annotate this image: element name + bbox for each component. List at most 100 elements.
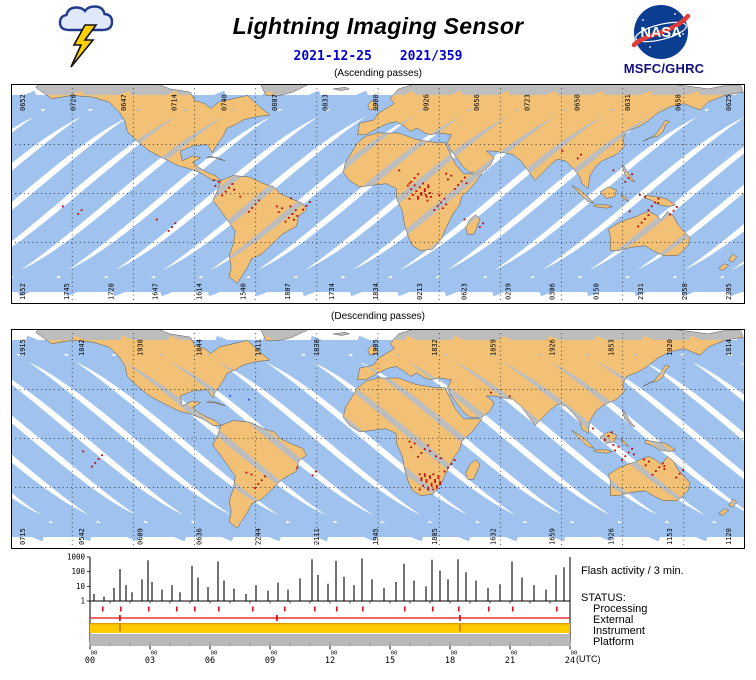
svg-text:21: 21 xyxy=(505,656,515,666)
utc-unit-label: (UTC) xyxy=(576,654,601,664)
svg-text:0833: 0833 xyxy=(322,94,330,111)
ascending-passes-map: 0652 0720 0647 0714 0740 0807 0833 0900 0926 0656… xyxy=(0,75,756,304)
svg-text:1838: 1838 xyxy=(313,339,321,356)
status-label-external: External xyxy=(593,614,634,626)
lightning-flash-dots xyxy=(82,391,684,491)
org-label: MSFC/GHRC xyxy=(623,61,705,76)
svg-text:1905: 1905 xyxy=(372,339,380,356)
x-axis-labels: 00 03 06 09 12 15 18 21 24 xyxy=(85,656,575,666)
svg-text:0542: 0542 xyxy=(78,528,86,545)
orbit-time-labels: 1915 1842 1938 1844 1911 1838 1905 1832 1859 1926… xyxy=(19,339,733,545)
date-line: 2021-12-25 2021/359 xyxy=(0,49,756,64)
svg-text:0631: 0631 xyxy=(624,94,632,111)
svg-text:12: 12 xyxy=(325,656,335,666)
svg-text:0656: 0656 xyxy=(473,94,481,111)
external-line xyxy=(90,615,570,621)
svg-text:00: 00 xyxy=(511,651,518,657)
svg-text:1: 1 xyxy=(80,597,85,606)
day-of-year: 2021/359 xyxy=(399,49,463,64)
page-title: Lightning Imaging Sensor xyxy=(232,13,524,39)
svg-text:0926: 0926 xyxy=(422,94,430,111)
svg-text:00: 00 xyxy=(271,651,278,657)
svg-text:1926: 1926 xyxy=(549,339,557,356)
svg-text:1647: 1647 xyxy=(151,283,159,300)
svg-text:0720: 0720 xyxy=(69,94,77,111)
svg-text:1832: 1832 xyxy=(431,339,439,356)
svg-text:0650: 0650 xyxy=(574,94,582,111)
svg-text:15: 15 xyxy=(385,656,395,666)
minor-tick-labels: 00 00 00 00 00 00 00 00 00 xyxy=(91,651,578,657)
svg-text:1000: 1000 xyxy=(67,553,86,562)
svg-text:0625: 0625 xyxy=(725,94,733,111)
map-border xyxy=(11,329,745,549)
svg-text:00: 00 xyxy=(451,651,458,657)
world-map-svg: 1915 1842 1938 1844 1911 1838 1905 1832 1859 1926… xyxy=(0,320,756,549)
svg-text:1920: 1920 xyxy=(666,339,674,356)
svg-text:00: 00 xyxy=(391,651,398,657)
svg-text:1632: 1632 xyxy=(490,528,498,545)
svg-text:00: 00 xyxy=(85,656,95,666)
svg-text:0609: 0609 xyxy=(137,528,145,545)
svg-text:24: 24 xyxy=(565,656,575,666)
svg-text:00: 00 xyxy=(211,651,218,657)
svg-text:1945: 1945 xyxy=(372,528,380,545)
svg-text:0213: 0213 xyxy=(416,283,424,300)
svg-text:00: 00 xyxy=(151,651,158,657)
svg-text:0723: 0723 xyxy=(523,94,531,111)
svg-text:1844: 1844 xyxy=(196,339,204,356)
descending-caption: (Descending passes) xyxy=(331,311,425,322)
svg-text:1652: 1652 xyxy=(19,283,27,300)
svg-text:1734: 1734 xyxy=(328,283,336,300)
svg-text:0715: 0715 xyxy=(19,528,27,545)
descending-passes-map: 1915 1842 1938 1844 1911 1838 1905 1832 1859 1926… xyxy=(0,320,756,549)
platform-band xyxy=(89,634,571,646)
orbit-time-labels: 0652 0720 0647 0714 0740 0807 0833 0900 0926 0656… xyxy=(19,94,733,300)
svg-text:1805: 1805 xyxy=(431,528,439,545)
ascending-caption: (Ascending passes) xyxy=(334,68,422,79)
svg-text:1834: 1834 xyxy=(372,283,380,300)
flash-spikes xyxy=(93,558,565,601)
svg-text:0658: 0658 xyxy=(675,94,683,111)
svg-text:1938: 1938 xyxy=(137,339,145,356)
map-border xyxy=(11,84,745,304)
svg-text:1814: 1814 xyxy=(725,339,733,356)
svg-text:0306: 0306 xyxy=(549,283,557,300)
lightning-cloud-icon xyxy=(56,5,118,76)
svg-text:1911: 1911 xyxy=(254,339,262,356)
svg-text:1842: 1842 xyxy=(78,339,86,356)
lightning-flash-dots xyxy=(62,149,678,232)
svg-text:2244: 2244 xyxy=(254,528,262,545)
svg-text:0636: 0636 xyxy=(196,528,204,545)
svg-text:0150: 0150 xyxy=(593,283,601,300)
svg-text:1120: 1120 xyxy=(725,528,733,545)
svg-text:1326: 1326 xyxy=(607,528,615,545)
flash-activity-label: Flash activity / 3 min. xyxy=(581,565,684,577)
svg-text:100: 100 xyxy=(71,567,85,576)
svg-text:0740: 0740 xyxy=(221,94,229,111)
y-axis-labels: 1000 100 10 1 xyxy=(67,553,86,606)
svg-text:00: 00 xyxy=(91,651,98,657)
flash-activity-chart: 1000 100 10 1 00 00 00 00 00 00 00 00 00 00 03 06 09 12 15… xyxy=(60,552,580,680)
svg-text:0714: 0714 xyxy=(170,94,178,111)
date-value: 2021-12-25 xyxy=(293,49,372,64)
status-heading: STATUS: xyxy=(581,592,626,604)
svg-text:1807: 1807 xyxy=(284,283,292,300)
svg-text:1720: 1720 xyxy=(107,283,115,300)
status-label-platform: Platform xyxy=(593,636,634,648)
svg-text:06: 06 xyxy=(205,656,215,666)
svg-text:0647: 0647 xyxy=(120,94,128,111)
world-map-svg: 0652 0720 0647 0714 0740 0807 0833 0900 0926 0656… xyxy=(0,75,756,304)
svg-text:0652: 0652 xyxy=(19,94,27,111)
svg-text:1659: 1659 xyxy=(549,528,557,545)
svg-text:1745: 1745 xyxy=(63,283,71,300)
status-label-processing: Processing xyxy=(593,603,648,615)
svg-text:0807: 0807 xyxy=(271,94,279,111)
svg-text:2305: 2305 xyxy=(725,283,733,300)
blue-event-dots xyxy=(229,394,250,401)
svg-text:0239: 0239 xyxy=(504,283,512,300)
instrument-band xyxy=(90,622,570,633)
svg-text:1540: 1540 xyxy=(240,283,248,300)
processing-ticks xyxy=(102,606,558,612)
